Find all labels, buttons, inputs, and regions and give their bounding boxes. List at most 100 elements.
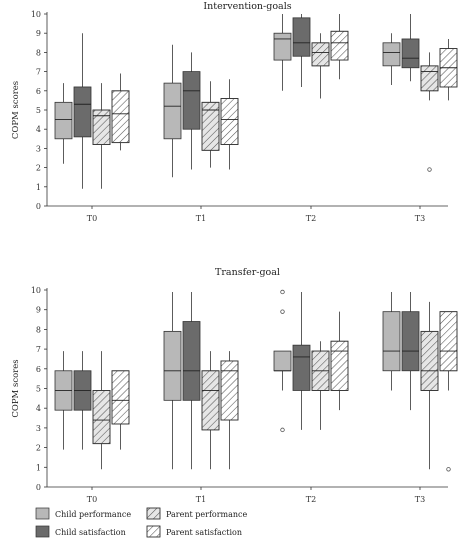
box-child-performance-t0 bbox=[54, 83, 73, 164]
box-child-satisfaction-t3 bbox=[401, 14, 420, 82]
box-parent-performance-t2 bbox=[311, 341, 330, 430]
box-hatch bbox=[111, 90, 130, 144]
y-tick-label: 5 bbox=[36, 385, 41, 394]
outlier-point bbox=[280, 309, 285, 314]
box-body bbox=[273, 32, 292, 61]
box-hatch bbox=[201, 101, 220, 151]
x-tick-label-t2: T2 bbox=[306, 214, 316, 223]
box-parent-performance-t0 bbox=[92, 83, 111, 189]
box-parent-satisfaction-t2 bbox=[330, 14, 349, 80]
y-tick-label: 0 bbox=[36, 202, 41, 211]
box-parent-satisfaction-t1 bbox=[220, 79, 239, 170]
box-body bbox=[401, 38, 420, 69]
y-tick-label: 2 bbox=[36, 164, 41, 173]
box-parent-satisfaction-t3 bbox=[439, 311, 458, 472]
legend-item-child-performance: Child performance bbox=[35, 507, 131, 520]
y-tick-label: 10 bbox=[31, 286, 41, 295]
legend-label: Child satisfaction bbox=[55, 528, 126, 537]
box-child-performance-t1 bbox=[163, 291, 182, 470]
box-hatch bbox=[220, 360, 239, 421]
box-body bbox=[382, 311, 401, 372]
box-child-performance-t2 bbox=[273, 14, 292, 91]
box-body bbox=[54, 101, 73, 140]
box-parent-performance-t0 bbox=[92, 351, 111, 470]
box-hatch bbox=[420, 330, 439, 391]
box-parent-satisfaction-t1 bbox=[220, 351, 239, 470]
y-tick-label: 6 bbox=[36, 87, 41, 96]
box-child-satisfaction-t0 bbox=[73, 33, 92, 189]
box-child-satisfaction-t2 bbox=[292, 291, 311, 430]
legend-swatch bbox=[35, 525, 50, 538]
outlier-point bbox=[280, 427, 285, 433]
box-body bbox=[163, 330, 182, 401]
box-hatch bbox=[330, 340, 349, 391]
x-tick-label-t0: T0 bbox=[87, 214, 97, 223]
box-hatch bbox=[92, 390, 111, 445]
y-tick-label: 4 bbox=[36, 125, 41, 134]
box-child-performance-t3 bbox=[382, 33, 401, 86]
box-hatch bbox=[420, 65, 439, 92]
box-body bbox=[182, 71, 201, 130]
box-parent-satisfaction-t0 bbox=[111, 73, 130, 151]
box-parent-performance-t3 bbox=[420, 52, 439, 172]
y-tick-label: 2 bbox=[36, 444, 41, 453]
legend-item-parent-performance: Parent performance bbox=[146, 507, 248, 520]
box-parent-satisfaction-t0 bbox=[111, 370, 130, 450]
y-tick-label: 4 bbox=[36, 404, 41, 413]
y-tick-label: 3 bbox=[36, 144, 41, 153]
legend-label: Child performance bbox=[55, 510, 131, 519]
x-tick-label-t0: T0 bbox=[87, 495, 97, 504]
legend-label: Parent performance bbox=[166, 510, 248, 519]
box-body bbox=[292, 17, 311, 57]
box-body bbox=[292, 344, 311, 391]
y-tick-label: 0 bbox=[36, 483, 41, 492]
outlier-point bbox=[446, 467, 451, 472]
y-tick-label: 8 bbox=[36, 48, 41, 57]
y-tick-label: 7 bbox=[36, 345, 41, 354]
box-hatch bbox=[111, 370, 130, 425]
chart-panel-2: Transfer-goal 0 1 2 3 4 5 6 7 8 9 10 COPM scores T0 T1… bbox=[11, 267, 458, 504]
y-axis-label: COPM scores bbox=[11, 81, 21, 139]
x-tick-label-t2: T2 bbox=[306, 495, 316, 504]
box-hatch bbox=[439, 311, 458, 372]
box-child-performance-t0 bbox=[54, 351, 73, 450]
box-child-satisfaction-t1 bbox=[182, 291, 201, 470]
y-axis-label: COPM scores bbox=[11, 359, 21, 417]
y-tick-label: 8 bbox=[36, 325, 41, 334]
x-tick-label-t1: T1 bbox=[196, 495, 206, 504]
box-child-performance-t2 bbox=[273, 289, 292, 433]
y-tick-label: 6 bbox=[36, 365, 41, 374]
y-tick-label: 1 bbox=[36, 463, 41, 472]
box-body bbox=[182, 321, 201, 401]
box-hatch bbox=[201, 370, 220, 431]
y-tick-label: 3 bbox=[36, 424, 41, 433]
box-hatch bbox=[92, 109, 111, 145]
y-tick-label: 9 bbox=[36, 306, 41, 315]
box-child-satisfaction-t2 bbox=[292, 14, 311, 87]
legend-item-parent-satisfaction: Parent satisfaction bbox=[146, 525, 242, 538]
legend: Child performance Child satisfaction Paren… bbox=[35, 507, 248, 538]
box-body bbox=[163, 82, 182, 140]
chart-title: Intervention-goals bbox=[203, 1, 291, 12]
box-parent-performance-t3 bbox=[420, 301, 439, 470]
box-hatch bbox=[330, 30, 349, 61]
box-child-satisfaction-t3 bbox=[401, 291, 420, 411]
legend-item-child-satisfaction: Child satisfaction bbox=[35, 525, 126, 538]
box-child-satisfaction-t1 bbox=[182, 52, 201, 170]
box-body bbox=[382, 42, 401, 67]
chart-title: Transfer-goal bbox=[215, 267, 280, 278]
box-parent-satisfaction-t3 bbox=[439, 38, 458, 101]
y-tick-label: 10 bbox=[31, 10, 41, 19]
y-tick-label: 9 bbox=[36, 29, 41, 38]
chart-panel-1: Intervention-goals 0 1 2 3 4 5 6 7 8 9 10 COPM score… bbox=[11, 1, 458, 223]
box-child-performance-t3 bbox=[382, 291, 401, 391]
box-hatch bbox=[311, 42, 330, 67]
legend-swatch-hatch bbox=[146, 507, 161, 520]
x-tick-label-t3: T3 bbox=[415, 495, 425, 504]
box-body bbox=[273, 350, 292, 372]
x-tick-label-t1: T1 bbox=[196, 214, 206, 223]
y-tick-label: 5 bbox=[36, 106, 41, 115]
y-tick-label: 7 bbox=[36, 68, 41, 77]
legend-swatch bbox=[35, 507, 50, 520]
